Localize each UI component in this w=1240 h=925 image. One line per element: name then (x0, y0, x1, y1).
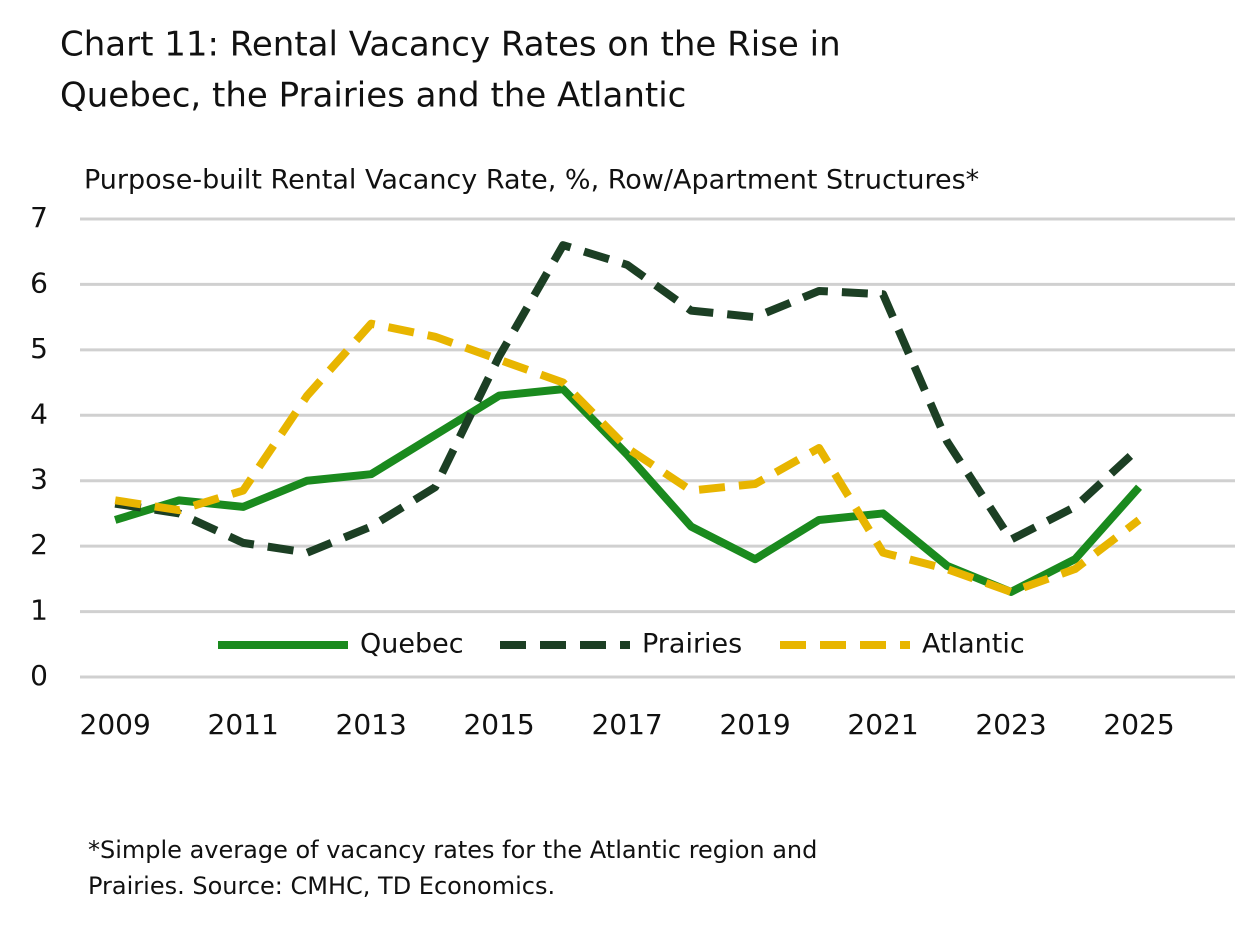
series-line (114, 241, 1142, 557)
x-tick-label: 2015 (463, 708, 534, 741)
y-tick-label: 0 (30, 659, 48, 692)
y-tick-label: 5 (30, 332, 48, 365)
x-tick-label: 2013 (336, 708, 407, 741)
y-tick-label: 2 (30, 528, 48, 561)
y-tick-label: 3 (30, 463, 48, 496)
chart-title: Chart 11: Rental Vacancy Rates on the Ri… (60, 25, 841, 65)
chart-subtitle: Purpose-built Rental Vacancy Rate, %, Ro… (84, 165, 979, 196)
footnote: Prairies. Source: CMHC, TD Economics. (88, 872, 555, 900)
x-tick-label: 2011 (208, 708, 279, 741)
x-tick-label: 2025 (1103, 708, 1174, 741)
series-line (114, 385, 1143, 596)
legend-label: Prairies (642, 629, 742, 660)
y-tick-label: 6 (30, 266, 48, 299)
y-tick-label: 1 (30, 594, 48, 627)
legend-label: Atlantic (922, 629, 1025, 660)
chart-title: Quebec, the Prairies and the Atlantic (60, 76, 686, 116)
y-tick-label: 4 (30, 397, 48, 430)
x-tick-label: 2019 (719, 708, 790, 741)
x-tick-label: 2017 (591, 708, 662, 741)
x-tick-label: 2023 (975, 708, 1046, 741)
legend-label: Quebec (360, 629, 464, 660)
x-tick-label: 2021 (847, 708, 918, 741)
x-tick-label: 2009 (80, 708, 151, 741)
series-line (114, 319, 1142, 596)
footnote: *Simple average of vacancy rates for the… (88, 836, 817, 864)
y-tick-label: 7 (30, 201, 48, 234)
